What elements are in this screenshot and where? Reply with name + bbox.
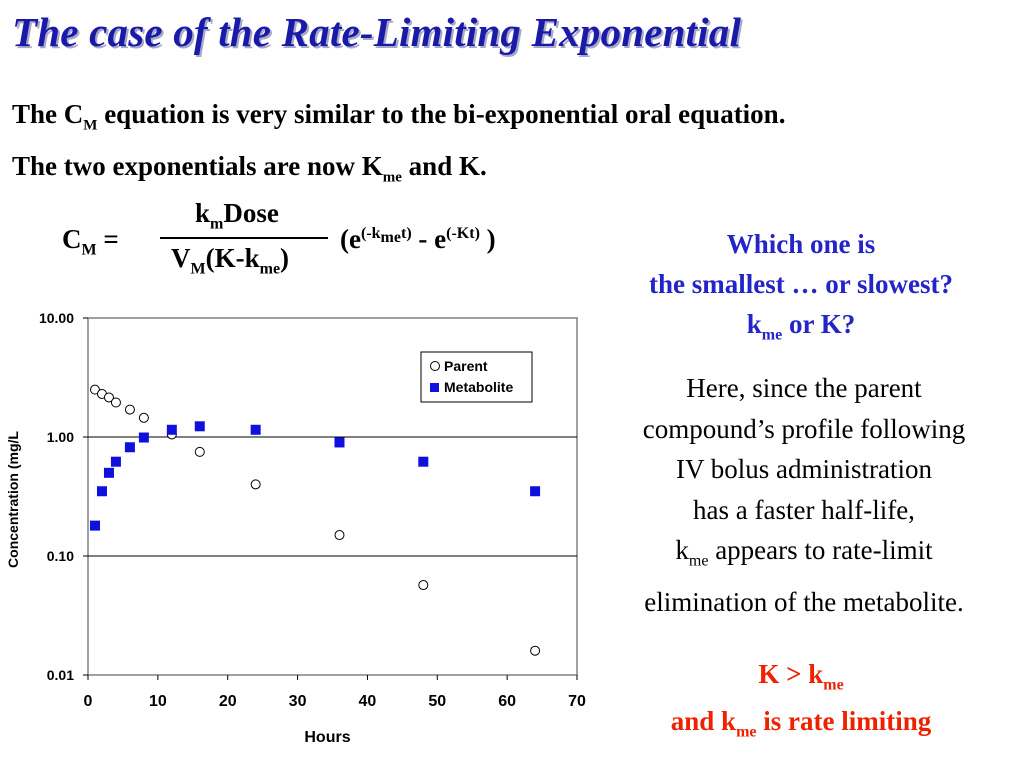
legend-parent-marker xyxy=(430,361,440,371)
x-tick-label: 20 xyxy=(219,693,237,710)
x-tick-label: 50 xyxy=(428,693,446,710)
legend-metabolite-label: Metabolite xyxy=(444,379,513,395)
metabolite-point xyxy=(89,520,100,531)
equation-denominator: VM(K-kme) xyxy=(171,243,290,278)
equation-exponentials: (e(-kmet) - e(-Kt) ) xyxy=(340,224,496,254)
parent-point xyxy=(194,446,205,457)
metabolite-point xyxy=(103,467,114,478)
legend-parent-label: Parent xyxy=(444,358,488,374)
fraction-bar xyxy=(160,237,328,239)
y-tick-label: 0.10 xyxy=(47,548,74,564)
parent-point xyxy=(250,479,261,490)
legend-metabolite-marker xyxy=(430,383,439,392)
x-tick-label: 10 xyxy=(149,693,167,710)
y-axis-title: Concentration (mg/L xyxy=(5,431,21,568)
parent-point xyxy=(418,580,429,591)
explanation-text: Here, since the parent compound’s profil… xyxy=(642,373,966,617)
metabolite-point xyxy=(124,442,135,453)
metabolite-point xyxy=(96,486,107,497)
intro-line-1: The CM equation is very similar to the b… xyxy=(12,99,786,134)
metabolite-point xyxy=(138,432,149,443)
conclusion-text: K > kme and kme is rate limiting xyxy=(670,659,932,741)
parent-point xyxy=(110,397,121,408)
metabolite-point xyxy=(194,421,205,432)
equation-numerator: kmDose xyxy=(195,198,279,233)
x-tick-label: 40 xyxy=(359,693,377,710)
metabolite-point xyxy=(334,437,345,448)
x-tick-label: 60 xyxy=(498,693,516,710)
equation-lhs: CM = xyxy=(62,224,119,259)
slide-title: The case of the Rate-Limiting Exponentia… xyxy=(12,9,742,55)
parent-point xyxy=(124,404,135,415)
parent-point xyxy=(530,645,541,656)
metabolite-point xyxy=(166,424,177,435)
x-tick-label: 0 xyxy=(84,693,93,710)
parent-point xyxy=(103,392,114,403)
parent-point xyxy=(138,412,149,423)
x-axis-title: Hours xyxy=(304,729,350,746)
x-tick-label: 30 xyxy=(289,693,307,710)
y-tick-label: 10.00 xyxy=(39,310,74,326)
legend-box xyxy=(420,351,533,403)
intro-text: The CM equation is very similar to the b… xyxy=(12,94,785,199)
y-tick-label: 0.01 xyxy=(47,667,74,683)
plot-frame xyxy=(87,317,578,676)
intro-line-2: The two exponentials are now Kme and K. xyxy=(12,151,487,186)
metabolite-point xyxy=(110,456,121,467)
x-tick-label: 70 xyxy=(568,693,586,710)
y-tick-label: 1.00 xyxy=(47,429,74,445)
question-text: Which one is the smallest … or slowest? … xyxy=(649,229,953,344)
metabolite-point xyxy=(250,424,261,435)
metabolite-point xyxy=(418,456,429,467)
concentration-chart: 10.00 1.00 0.10 0.01 0 10 20 30 40 50 60 70 Hours Con… xyxy=(5,310,586,746)
parent-point xyxy=(334,530,345,541)
metabolite-point xyxy=(530,486,541,497)
